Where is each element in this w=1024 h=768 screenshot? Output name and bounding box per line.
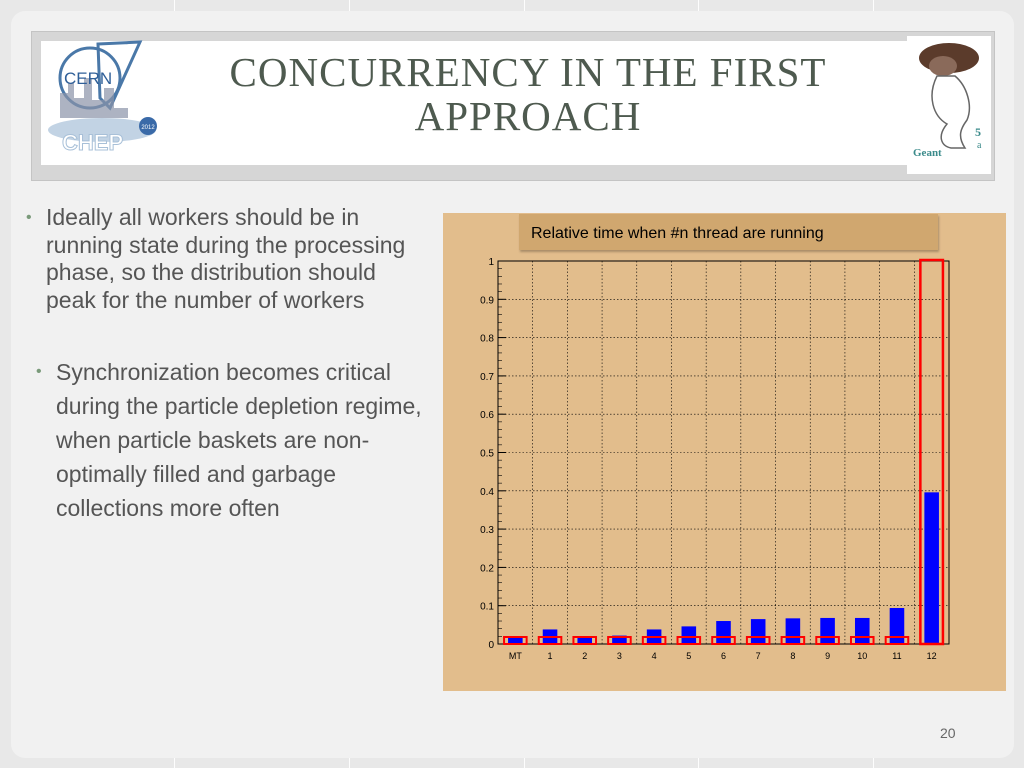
y-tick-label: 0 [488, 640, 494, 651]
logo-cern-text: CERN [64, 69, 112, 88]
y-tick-label: 0.4 [480, 487, 494, 498]
chart-title: Relative time when #n thread are running [519, 214, 938, 250]
bar [820, 617, 835, 644]
title-background [41, 41, 908, 165]
page-number: 20 [940, 725, 956, 741]
title-line-1: CONCURRENCY IN THE FIRST [229, 49, 827, 95]
x-tick-label: 1 [548, 651, 553, 661]
bullet-icon: • [26, 209, 32, 226]
y-tick-label: 0.5 [480, 449, 494, 460]
x-tick-label: 2 [582, 651, 587, 661]
bar [750, 619, 766, 644]
y-tick-label: 0.8 [480, 334, 494, 345]
bullet-item: • Ideally all workers should be in runni… [26, 204, 426, 314]
bin-outline [780, 636, 806, 645]
geant-logo-box: Geant 5 a [907, 36, 991, 174]
bullet-icon: • [36, 363, 42, 380]
y-tick-label: 0.6 [480, 410, 494, 421]
x-tick-label: 4 [652, 651, 657, 661]
bin-outline [849, 636, 875, 645]
x-tick-label: 9 [825, 651, 830, 661]
bar [924, 492, 939, 644]
bar [716, 621, 731, 644]
title-line-2: APPROACH [414, 93, 642, 139]
logo-chep-text: CHEP [62, 130, 123, 155]
bin-outline [537, 636, 563, 645]
bar [785, 618, 801, 644]
bar [508, 636, 523, 644]
bin-outline [745, 636, 771, 645]
highlight-box [919, 258, 945, 646]
geant-logo: Geant 5 a [913, 43, 982, 159]
bullet-list: • Ideally all workers should be in runni… [26, 204, 426, 525]
bar [889, 607, 905, 644]
x-tick-label: 3 [617, 651, 622, 661]
x-tick-label: 10 [857, 651, 867, 661]
bullet-text: Ideally all workers should be in running… [46, 204, 406, 313]
bullet-item: • Synchronization becomes critical durin… [26, 355, 426, 525]
logo-geant-text: Geant [913, 147, 942, 159]
x-tick-label: 12 [927, 651, 937, 661]
x-tick-label: 6 [721, 651, 726, 661]
y-tick-label: 0.3 [480, 525, 494, 536]
bin-outline [641, 636, 667, 645]
bar [612, 635, 627, 644]
bin-outline [676, 636, 702, 645]
y-tick-label: 0.2 [480, 563, 494, 574]
bin-outline [711, 636, 736, 645]
bin-outline [503, 636, 528, 645]
y-tick-label: 1 [488, 257, 494, 268]
bin-outline [607, 636, 632, 645]
svg-text:5: 5 [975, 125, 981, 139]
y-tick-label: 0.9 [480, 295, 494, 306]
x-tick-label: 7 [756, 651, 761, 661]
logo-year: 2012 [141, 125, 155, 131]
x-tick-label: 5 [686, 651, 691, 661]
bullet-text: Synchronization becomes critical during … [56, 359, 422, 521]
x-tick-label: 8 [790, 651, 795, 661]
y-tick-label: 0.1 [480, 602, 494, 613]
bin-outline [572, 636, 598, 645]
cern-chep-logo: 2012 CERN CHEP [48, 40, 157, 156]
bin-outline [884, 636, 910, 645]
x-tick-label: 11 [892, 651, 901, 661]
svg-text:a: a [977, 140, 982, 151]
x-tick-label: MT [509, 651, 522, 661]
bar [681, 626, 697, 644]
y-tick-label: 0.7 [480, 372, 494, 383]
bar [577, 637, 593, 644]
bin-outline [815, 636, 840, 645]
bar [854, 617, 870, 644]
slide-title: CONCURRENCY IN THE FIRST APPROACH [178, 50, 878, 138]
